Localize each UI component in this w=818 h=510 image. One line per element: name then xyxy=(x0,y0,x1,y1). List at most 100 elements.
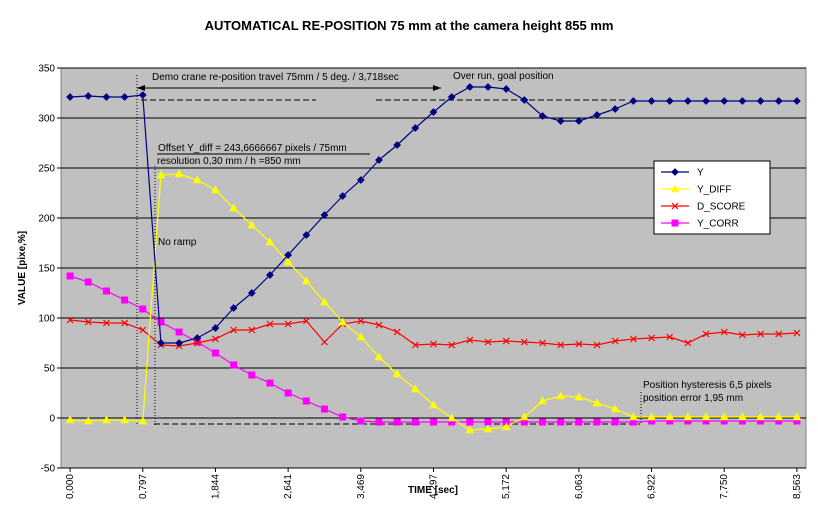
data-point-y-diff xyxy=(665,412,675,421)
data-point-y xyxy=(756,97,765,105)
data-point-y-diff xyxy=(156,170,166,179)
series-y-corr xyxy=(66,272,801,426)
data-point-d-score xyxy=(411,341,419,349)
y-tick-label: 50 xyxy=(44,364,56,375)
data-point-y xyxy=(211,324,220,332)
data-point-y-corr xyxy=(575,418,583,426)
annotation-hysteresis-2: position error 1,95 mm xyxy=(643,393,743,404)
x-tick-labels: 0,000 0,797 1,844 2,641 3,469 4,297 5,172 6,063… xyxy=(65,468,803,499)
data-point-y-diff xyxy=(774,412,784,421)
x-tick-label: 3,469 xyxy=(356,474,367,499)
data-point-y xyxy=(138,91,147,99)
data-point-y-diff xyxy=(265,237,275,246)
data-point-y-diff xyxy=(392,369,402,378)
data-point-y-diff xyxy=(556,391,566,400)
data-point-y-corr xyxy=(302,397,310,405)
data-point-d-score xyxy=(575,340,583,348)
x-axis-label: TIME [sec] xyxy=(408,485,458,496)
data-point-y xyxy=(66,93,74,101)
data-point-d-score xyxy=(720,328,728,336)
x-tick-label: 7,750 xyxy=(719,474,730,499)
data-point-y-corr xyxy=(230,361,238,369)
data-point-y-diff xyxy=(592,398,602,407)
data-point-d-score xyxy=(648,334,655,342)
data-point-y-diff xyxy=(120,415,129,424)
data-point-y-diff xyxy=(792,412,802,421)
data-point-y xyxy=(247,289,256,297)
data-point-y-corr xyxy=(411,418,419,426)
y-tick-label: 350 xyxy=(38,64,55,75)
legend-item-d-score: D_SCORE xyxy=(661,202,746,213)
data-point-y xyxy=(84,92,93,100)
annotation-no-ramp: No ramp xyxy=(158,237,197,248)
annotation-offset-1: Offset Y_diff = 243,6666667 pixels / 75m… xyxy=(158,143,347,154)
grid-lines xyxy=(57,67,806,469)
data-point-y-diff xyxy=(229,203,238,212)
data-point-d-score xyxy=(593,341,601,349)
data-point-y-diff xyxy=(102,415,111,424)
data-point-d-score xyxy=(702,330,710,338)
data-point-d-score xyxy=(193,339,201,347)
data-point-d-score xyxy=(738,331,746,339)
data-point-d-score xyxy=(103,319,110,327)
data-point-y-corr xyxy=(211,349,219,357)
series-y xyxy=(66,83,801,347)
data-point-y-corr xyxy=(484,418,492,426)
data-point-y-diff xyxy=(610,404,620,413)
x-tick-label: 6,922 xyxy=(647,474,658,499)
data-point-d-score xyxy=(539,339,546,347)
data-point-y-diff xyxy=(701,412,711,421)
data-point-d-score xyxy=(557,341,565,349)
data-point-y xyxy=(320,211,329,219)
data-point-y-diff xyxy=(483,424,493,433)
data-point-y xyxy=(229,304,238,312)
legend-marker xyxy=(671,168,679,176)
data-point-y-diff xyxy=(647,412,656,421)
legend: Y Y_DIFF D_SCORE Y_CORR xyxy=(653,160,771,235)
y-tick-label: 200 xyxy=(38,214,55,225)
y-axis-label: VALUE [pixe,%] xyxy=(17,231,28,305)
y-tick-label: 250 xyxy=(38,164,55,175)
data-point-d-score xyxy=(430,340,437,348)
series-layer xyxy=(65,83,802,434)
x-tick-label: 0,000 xyxy=(65,474,76,499)
data-point-d-score xyxy=(757,330,764,338)
data-point-y-corr xyxy=(66,272,74,280)
data-point-d-score xyxy=(393,328,401,336)
data-point-d-score xyxy=(266,320,274,328)
data-point-y-diff xyxy=(174,169,184,178)
data-point-y xyxy=(465,83,474,91)
data-point-y xyxy=(157,339,165,347)
x-tick-label: 4,297 xyxy=(429,474,440,499)
data-point-d-score xyxy=(248,326,256,334)
data-point-y-diff xyxy=(683,412,693,421)
data-point-y xyxy=(774,97,783,105)
x-tick-label: 1,844 xyxy=(210,474,221,499)
annotation-travel: Demo crane re-position travel 75mm / 5 d… xyxy=(152,72,399,83)
data-point-y-diff xyxy=(247,220,257,229)
data-point-y xyxy=(284,251,293,259)
y-tick-labels: -50 0 50 100 150 200 250 300 350 xyxy=(38,64,55,475)
data-point-d-score xyxy=(139,326,147,334)
data-point-y xyxy=(647,97,656,105)
data-point-y-diff xyxy=(211,185,220,194)
data-point-y-corr xyxy=(539,418,547,426)
data-point-y-corr xyxy=(157,318,165,326)
data-point-y-diff xyxy=(574,392,584,401)
data-point-d-score xyxy=(230,326,238,334)
x-tick-label: 5,172 xyxy=(501,474,512,499)
y-tick-label: 0 xyxy=(49,414,55,425)
data-point-y-diff xyxy=(356,332,366,341)
data-point-d-score xyxy=(84,318,92,326)
data-point-y xyxy=(411,124,420,132)
data-point-y xyxy=(175,339,184,347)
x-tick-label: 2,641 xyxy=(283,474,294,499)
data-point-y-diff xyxy=(719,412,729,421)
data-point-y-corr xyxy=(611,418,619,426)
data-point-y-diff xyxy=(465,425,475,434)
legend-label: Y_DIFF xyxy=(697,185,731,196)
legend-marker xyxy=(671,219,679,227)
data-point-y xyxy=(338,192,347,200)
data-point-d-score xyxy=(302,317,310,325)
